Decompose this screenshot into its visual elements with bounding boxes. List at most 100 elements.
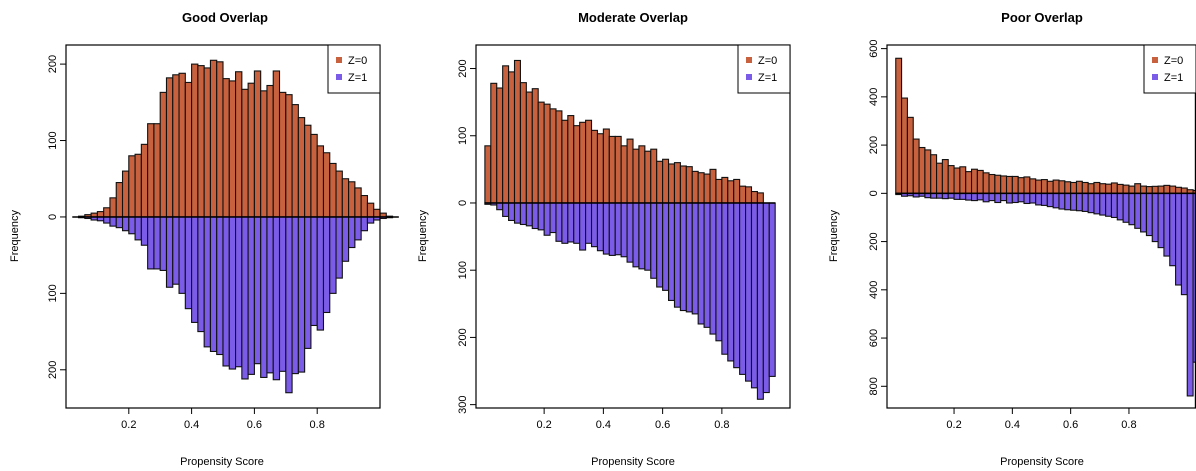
bar-z0-16 [988, 173, 996, 194]
bar-z0-1 [901, 97, 908, 194]
bar-z0-14 [567, 115, 575, 204]
bar-z0-41 [329, 162, 337, 218]
bar-z1-45 [1157, 192, 1165, 249]
bar-z0-11 [140, 143, 149, 218]
bar-z0-34 [1093, 181, 1101, 194]
bar-z0-32 [272, 70, 281, 218]
bar-z0-31 [1075, 180, 1083, 194]
bar-z0-12 [147, 123, 155, 218]
x-tick-label: 0.6 [247, 419, 262, 431]
bar-z1-34 [685, 202, 693, 313]
bar-z1-9 [537, 202, 545, 231]
plot-frame [886, 44, 1196, 409]
bar-z0-27 [644, 150, 652, 204]
legend: Z=0 Z=1 [1143, 44, 1196, 94]
bar-z1-8 [121, 216, 130, 232]
bar-z0-26 [1046, 180, 1054, 194]
legend-swatch-z1 [1152, 74, 1158, 80]
bars-layer [484, 59, 776, 400]
bar-z1-12 [555, 202, 563, 242]
bar-z0-47 [366, 202, 375, 218]
bar-z1-43 [341, 216, 350, 262]
legend: Z=0 Z=1 [737, 44, 791, 94]
chart-title: Good Overlap [182, 10, 268, 25]
x-axis-label: Propensity Score [591, 456, 675, 468]
bar-z1-10 [543, 202, 551, 236]
bar-z0-8 [531, 88, 539, 204]
bar-z1-41 [1134, 192, 1142, 229]
bar-z1-7 [115, 216, 124, 229]
bar-z1-14 [976, 192, 984, 201]
bar-z1-27 [1052, 192, 1060, 209]
bar-z0-46 [1163, 184, 1171, 194]
bar-z0-45 [354, 187, 362, 218]
bar-z1-11 [549, 202, 557, 234]
bar-z1-2 [496, 202, 504, 211]
bar-z0-36 [297, 117, 306, 218]
legend-label-z1: Z=1 [1164, 72, 1183, 84]
panel-good-overlap: Good Overlap 0.2 0.4 0.6 0.8 200 100 0 100 200 P… [9, 10, 399, 468]
bar-z0-29 [253, 70, 262, 218]
bar-z0-31 [266, 84, 274, 218]
bar-z1-10 [134, 216, 142, 241]
y-tick-label: 200 [457, 328, 469, 346]
bar-z1-41 [329, 216, 337, 294]
bar-z1-24 [222, 216, 230, 367]
bar-z0-35 [291, 104, 299, 218]
bar-z0-40 [721, 176, 729, 204]
bar-z0-20 [1011, 175, 1019, 194]
bar-z1-35 [1099, 192, 1107, 216]
legend-label-z0: Z=0 [1164, 55, 1183, 67]
bar-z1-19 [596, 202, 604, 252]
bar-z0-24 [222, 78, 230, 218]
bar-z0-10 [953, 167, 961, 194]
bar-z1-48 [768, 202, 776, 377]
bar-z1-9 [128, 216, 136, 235]
bar-z0-19 [191, 63, 199, 218]
bar-z0-33 [1087, 183, 1095, 194]
bar-z1-20 [197, 216, 205, 333]
bar-z1-25 [228, 216, 237, 370]
bar-z1-39 [715, 202, 723, 342]
bar-z0-20 [602, 128, 610, 204]
bar-z1-45 [354, 216, 362, 241]
bar-z0-36 [1105, 183, 1113, 194]
bar-z1-38 [310, 216, 318, 327]
bar-z1-36 [697, 202, 705, 325]
bar-z0-9 [947, 165, 955, 194]
bar-z0-25 [1040, 179, 1048, 194]
bar-z1-50 [1186, 192, 1194, 397]
bar-z1-11 [959, 192, 967, 200]
bar-z1-19 [1005, 192, 1013, 204]
bar-z0-13 [970, 168, 978, 194]
bar-z0-3 [502, 65, 510, 204]
bar-z0-10 [134, 153, 142, 218]
bar-z1-43 [1145, 192, 1153, 237]
bar-z0-21 [203, 67, 211, 218]
bar-z0-37 [1110, 182, 1118, 194]
y-tick-label: 300 [457, 395, 469, 413]
bar-z1-22 [209, 216, 218, 352]
bar-z0-12 [965, 171, 973, 194]
bar-z1-42 [1140, 192, 1147, 233]
bar-z0-30 [260, 90, 268, 218]
bar-z1-23 [1029, 192, 1037, 204]
bar-z0-14 [159, 91, 168, 218]
bar-z0-32 [673, 162, 681, 204]
bar-z0-44 [1151, 185, 1159, 194]
bar-z0-2 [496, 87, 504, 204]
bar-z1-21 [1017, 192, 1025, 203]
bar-z0-22 [1023, 176, 1031, 194]
y-tick-label: 800 [868, 377, 880, 395]
legend-label-z0: Z=0 [348, 55, 367, 67]
bar-z0-9 [537, 101, 545, 204]
axes-layer: 0.2 0.4 0.6 0.8 200 100 0 100 200 [47, 55, 325, 431]
bar-z1-23 [216, 216, 224, 356]
plot-frame [475, 44, 791, 409]
bar-z0-4 [918, 146, 926, 194]
bar-z0-5 [103, 207, 111, 218]
y-tick-label: 0 [868, 190, 880, 196]
bar-z1-29 [253, 216, 262, 365]
x-tick-label: 0.8 [1121, 419, 1136, 431]
bar-z0-18 [184, 81, 193, 218]
